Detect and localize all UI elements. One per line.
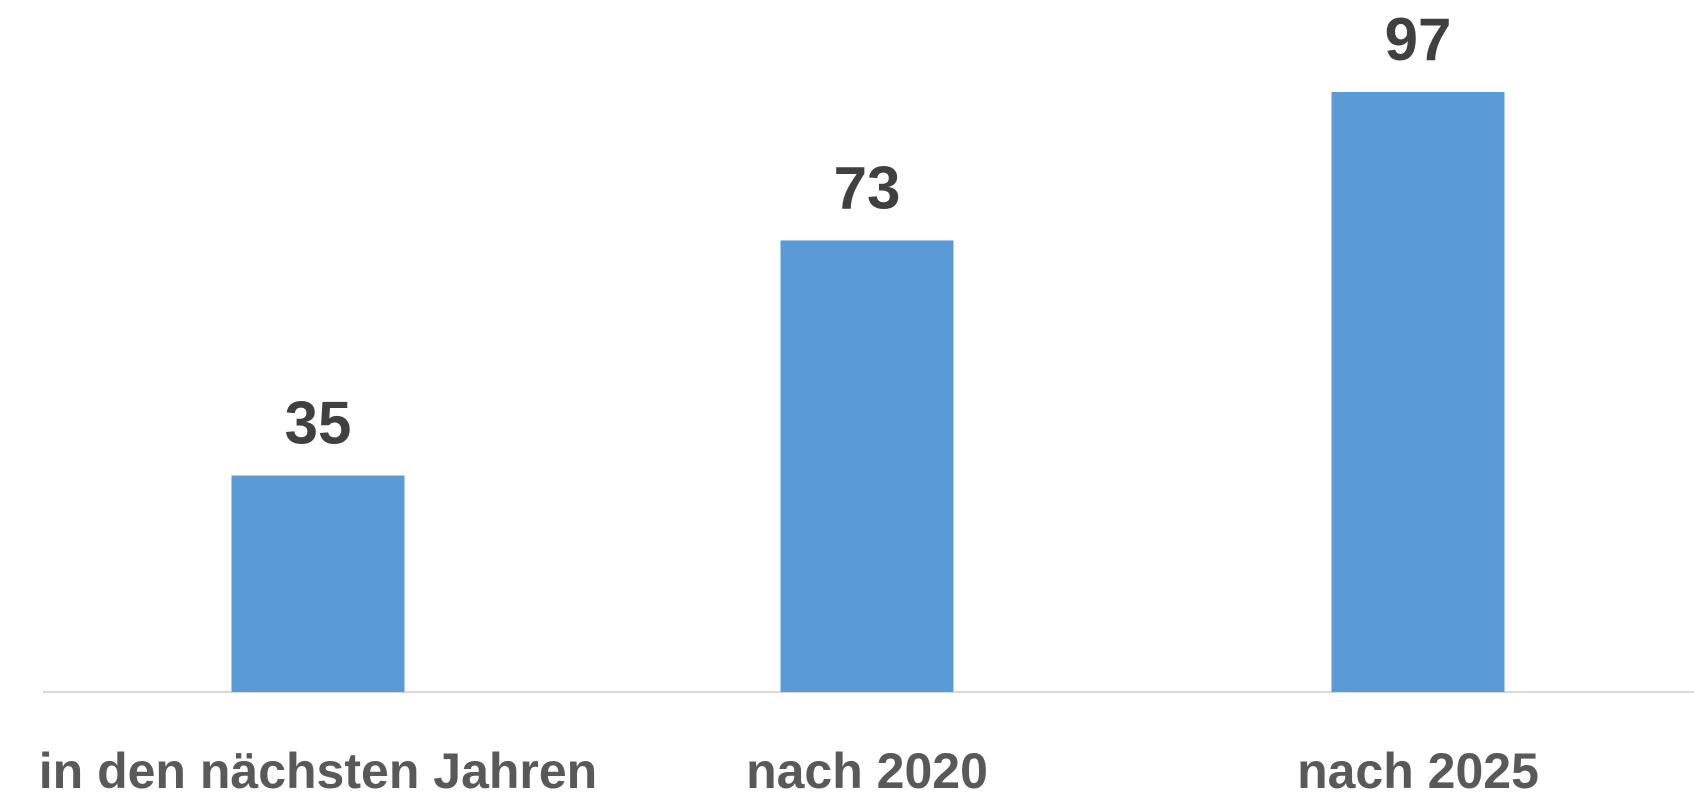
x-tick-label: in den nächsten Jahren xyxy=(39,743,597,799)
bar xyxy=(1331,92,1505,692)
data-label: 35 xyxy=(285,389,352,456)
data-label: 97 xyxy=(1385,6,1452,73)
bar xyxy=(780,240,954,692)
data-label: 73 xyxy=(834,154,901,221)
x-tick-label: nach 2025 xyxy=(1297,743,1539,799)
bar xyxy=(231,475,405,692)
x-tick-label: nach 2020 xyxy=(746,743,988,799)
